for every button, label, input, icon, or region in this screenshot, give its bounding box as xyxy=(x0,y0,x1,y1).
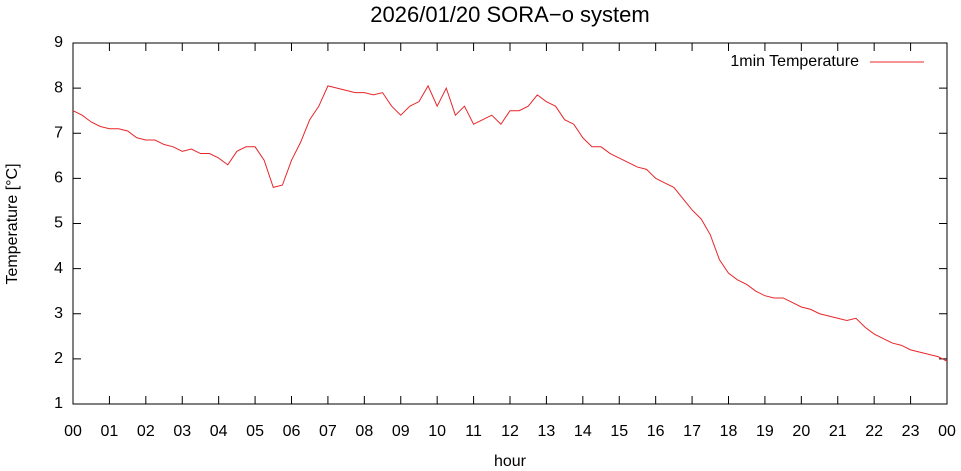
y-tick-label: 3 xyxy=(54,305,63,322)
data-line xyxy=(72,84,948,362)
x-tick-label: 07 xyxy=(319,423,337,440)
x-tick-label: 02 xyxy=(137,423,155,440)
x-tick-label: 04 xyxy=(210,423,228,440)
x-tick-label: 03 xyxy=(173,423,191,440)
legend-label: 1min Temperature xyxy=(730,53,859,70)
x-tick-label: 10 xyxy=(428,423,446,440)
x-tick-label: 22 xyxy=(865,423,883,440)
x-tick-label: 19 xyxy=(756,423,774,440)
x-tick-label: 00 xyxy=(938,423,956,440)
y-tick-label: 2 xyxy=(54,350,63,367)
x-tick-label: 13 xyxy=(538,423,556,440)
x-tick-label: 15 xyxy=(610,423,628,440)
y-tick-label: 1 xyxy=(54,395,63,412)
y-tick-label: 8 xyxy=(54,79,63,96)
y-tick-label: 7 xyxy=(54,124,63,141)
x-tick-label: 11 xyxy=(465,423,482,440)
x-axis-label: hour xyxy=(494,453,527,470)
x-tick-label: 08 xyxy=(355,423,373,440)
x-tick-label: 17 xyxy=(683,423,701,440)
x-tick-label: 18 xyxy=(720,423,738,440)
y-tick-label: 4 xyxy=(54,260,63,277)
x-tick-label: 23 xyxy=(902,423,920,440)
x-tick-label: 12 xyxy=(501,423,519,440)
y-tick-label: 5 xyxy=(54,215,63,232)
x-tick-label: 01 xyxy=(101,423,119,440)
y-tick-label: 6 xyxy=(54,170,63,187)
y-tick-label: 9 xyxy=(54,34,63,51)
x-tick-label: 16 xyxy=(647,423,665,440)
x-tick-label: 14 xyxy=(574,423,592,440)
y-axis-label: Temperature [°C] xyxy=(4,163,21,284)
x-tick-label: 09 xyxy=(392,423,410,440)
x-tick-label: 20 xyxy=(792,423,810,440)
x-tick-label: 21 xyxy=(829,423,847,440)
x-tick-label: 00 xyxy=(64,423,82,440)
chart-title: 2026/01/20 SORA−o system xyxy=(370,2,649,27)
x-tick-label: 05 xyxy=(246,423,264,440)
x-tick-label: 06 xyxy=(283,423,301,440)
